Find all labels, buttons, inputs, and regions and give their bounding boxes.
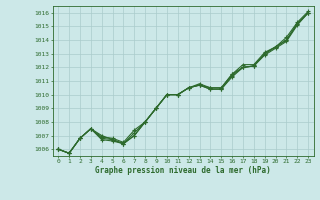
X-axis label: Graphe pression niveau de la mer (hPa): Graphe pression niveau de la mer (hPa) <box>95 166 271 175</box>
